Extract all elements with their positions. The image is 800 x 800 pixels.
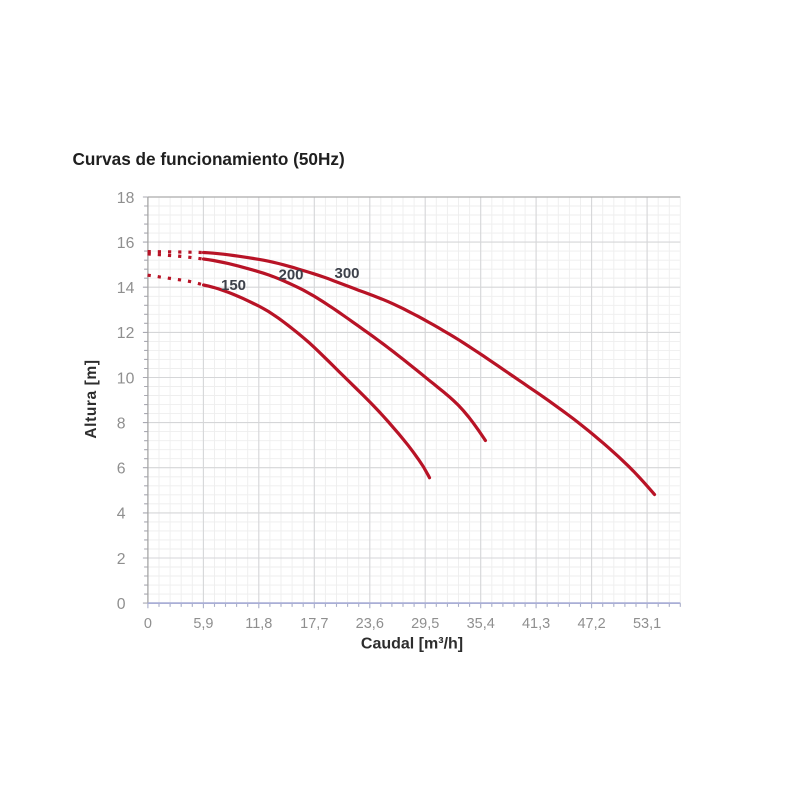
svg-text:Curvas de funcionamiento (50Hz: Curvas de funcionamiento (50Hz) xyxy=(73,149,345,169)
svg-text:29,5: 29,5 xyxy=(411,616,439,632)
svg-text:5,9: 5,9 xyxy=(193,616,213,632)
svg-text:14: 14 xyxy=(117,280,135,297)
svg-text:47,2: 47,2 xyxy=(577,616,605,632)
svg-text:16: 16 xyxy=(117,235,135,252)
svg-text:0: 0 xyxy=(117,596,126,613)
svg-text:2: 2 xyxy=(117,551,126,568)
svg-text:11,8: 11,8 xyxy=(245,616,272,632)
svg-text:200: 200 xyxy=(279,267,304,284)
svg-text:150: 150 xyxy=(221,277,246,294)
svg-text:18: 18 xyxy=(117,190,135,207)
svg-text:300: 300 xyxy=(335,265,360,282)
svg-text:53,1: 53,1 xyxy=(633,616,661,632)
svg-text:41,3: 41,3 xyxy=(522,616,550,632)
svg-text:10: 10 xyxy=(117,370,135,387)
svg-text:35,4: 35,4 xyxy=(467,616,495,632)
svg-text:4: 4 xyxy=(117,506,126,523)
svg-text:17,7: 17,7 xyxy=(300,616,328,632)
svg-text:12: 12 xyxy=(117,325,135,342)
svg-text:23,6: 23,6 xyxy=(356,616,384,632)
svg-text:8: 8 xyxy=(117,415,126,432)
svg-text:Caudal [m³/h]: Caudal [m³/h] xyxy=(361,636,463,653)
svg-text:0: 0 xyxy=(144,616,152,632)
svg-text:Altura [m]: Altura [m] xyxy=(83,359,100,438)
svg-text:6: 6 xyxy=(117,461,126,478)
